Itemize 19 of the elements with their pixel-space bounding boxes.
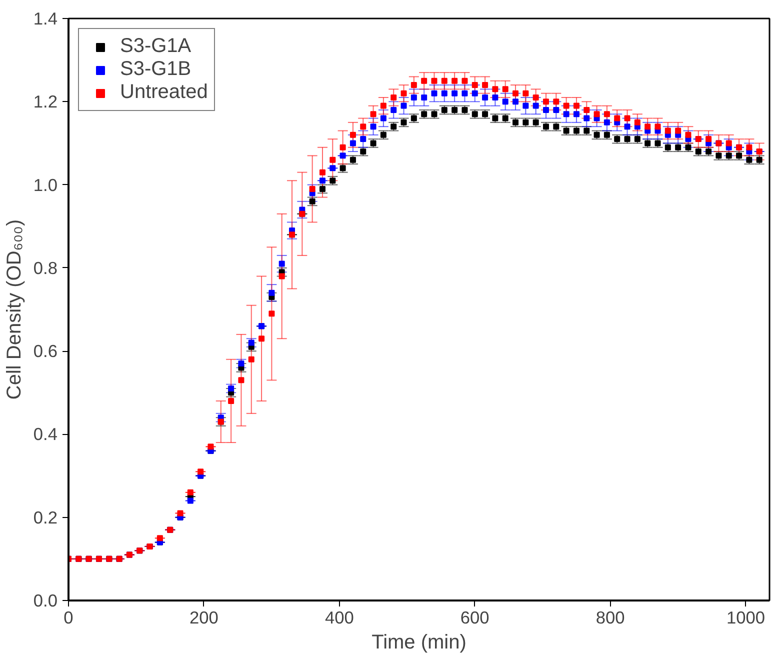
legend-label: S3-G1A [120, 35, 192, 58]
x-tick-label: 0 [64, 608, 74, 628]
y-axis-title: Cell Density (OD₆₀₀) [3, 219, 26, 400]
y-tick-label: 0.4 [33, 424, 58, 444]
y-tick-label: 1.4 [33, 8, 58, 28]
x-axis-title: Time (min) [372, 632, 466, 654]
x-tick-label: 600 [460, 608, 490, 628]
y-tick-label: 0.2 [33, 507, 58, 528]
x-tick-label: 800 [596, 608, 625, 628]
y-tick-label: 0.6 [33, 341, 58, 362]
x-tick-label: 200 [190, 608, 218, 628]
y-tick-label: 0.8 [33, 258, 58, 278]
x-tick-label: 400 [324, 608, 354, 628]
x-tick-label: 1000 [726, 608, 766, 628]
y-tick-label: 0.0 [33, 590, 58, 610]
y-tick-label: 1.0 [33, 174, 58, 195]
legend-label: Untreated [120, 81, 208, 104]
legend-label: S3-G1B [120, 58, 192, 81]
y-tick-label: 1.2 [33, 92, 58, 112]
